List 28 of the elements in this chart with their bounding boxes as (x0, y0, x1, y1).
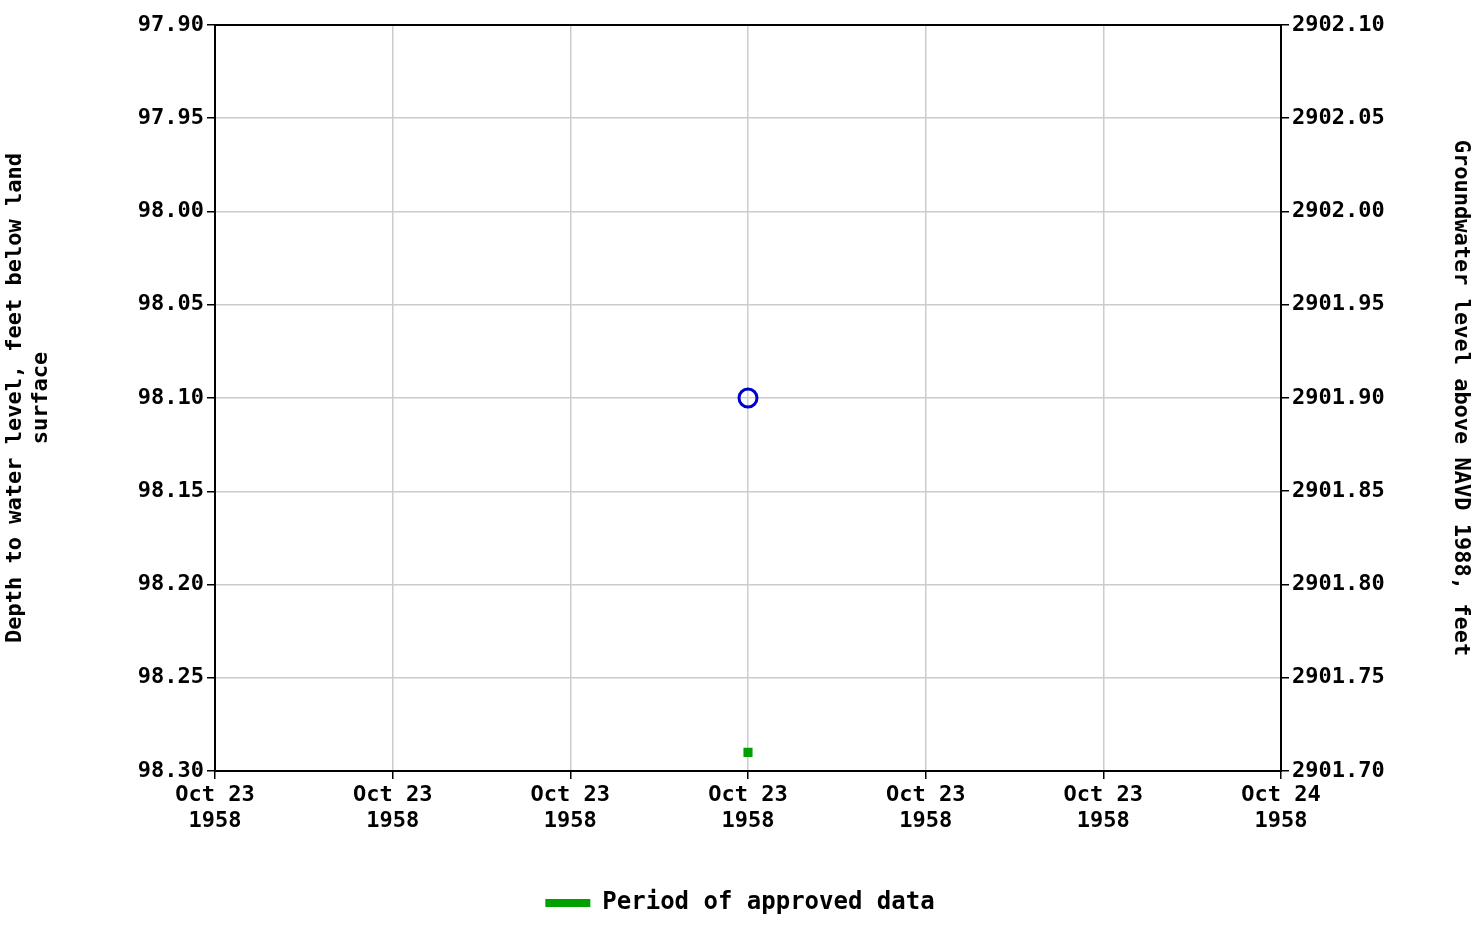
y-tick-label: 97.95 (137, 103, 204, 129)
x-tick-label: Oct 24 1958 (1241, 780, 1321, 833)
x-tick-label: Oct 23 1958 (885, 780, 966, 833)
y2-tick-label: 2901.95 (1292, 290, 1385, 316)
y2-tick-label: 2901.90 (1292, 383, 1385, 409)
y-tick-label: 98.15 (137, 476, 204, 502)
y-tick-label: 98.25 (137, 663, 204, 689)
y-tick-label: 98.05 (137, 290, 204, 316)
y-tick-label: 98.20 (137, 570, 204, 596)
x-tick-label: Oct 23 1958 (175, 780, 255, 833)
x-tick-label: Oct 23 1958 (1063, 780, 1144, 833)
y-tick-label: 97.90 (137, 10, 204, 36)
y-tick-label: 98.30 (137, 756, 204, 782)
legend-label: Period of approved data (602, 887, 935, 916)
y2-tick-label: 2901.75 (1292, 663, 1385, 689)
y2-tick-label: 2902.10 (1292, 10, 1385, 36)
y-tick-label: 98.00 (137, 197, 204, 223)
y2-tick-label: 2902.05 (1292, 103, 1385, 129)
y2-tick-label: 2901.85 (1292, 476, 1385, 502)
x-tick-label: Oct 23 1958 (352, 780, 433, 833)
y-axis-title: Depth to water level, feet below land surface (0, 152, 53, 644)
y2-tick-label: 2901.80 (1292, 570, 1385, 596)
y2-tick-label: 2902.00 (1292, 197, 1385, 223)
x-tick-label: Oct 23 1958 (708, 780, 788, 833)
y2-axis-title: Groundwater level above NAVD 1988, feet (1450, 139, 1476, 657)
y-tick-label: 98.10 (137, 383, 204, 409)
x-tick-label: Oct 23 1958 (530, 780, 611, 833)
y2-tick-label: 2901.70 (1292, 756, 1385, 782)
